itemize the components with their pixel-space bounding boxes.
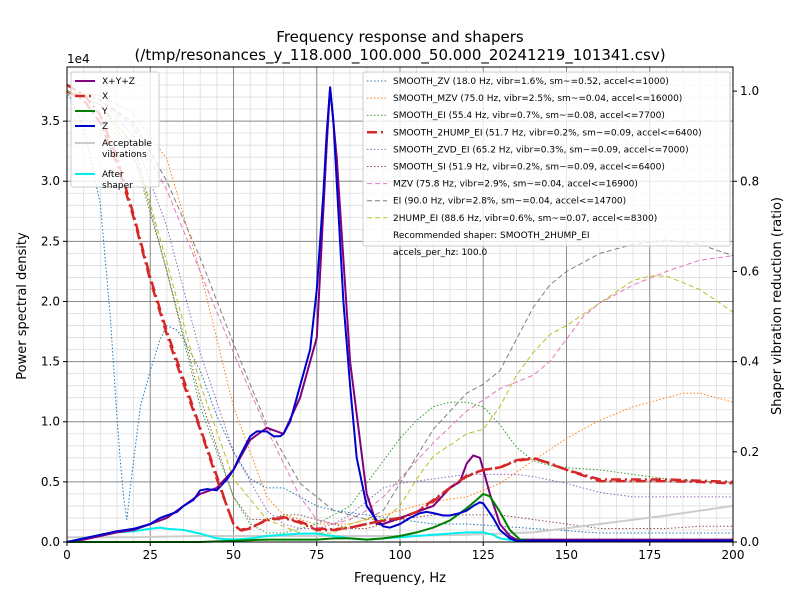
- legend-left-box: [70, 71, 160, 188]
- legend-right-label: SMOOTH_ZVD_EI (65.2 Hz, vibr=0.3%, sm~=0…: [393, 145, 689, 155]
- y-axis-ticks: 0.0 0.5 1.0 1.5 2.0 2.5 3.0 3.5: [41, 114, 67, 549]
- shaper-line-7: [66, 90, 734, 520]
- legend-right-box: [362, 71, 731, 247]
- legend-left-label-line: Acceptable: [102, 139, 152, 149]
- x-tick-label: 125: [472, 548, 495, 562]
- legend-right-label: SMOOTH_ZV (18.0 Hz, vibr=1.6%, sm~=0.52,…: [393, 77, 669, 87]
- legend-right-label: EI (90.0 Hz, vibr=2.8%, sm~=0.04, accel<…: [393, 197, 626, 207]
- y2-tick-label: 0.6: [740, 264, 759, 278]
- legend-left: X+Y+Z XYZ Acceptable vibrations After shaper: [70, 71, 160, 191]
- shaper-line-8: [66, 90, 734, 534]
- legend-right-label: SMOOTH_EI (55.4 Hz, vibr=0.7%, sm~=0.08,…: [393, 111, 665, 121]
- chart-title: Frequency response and shapers: [276, 28, 524, 46]
- x-tick-label: 50: [226, 548, 241, 562]
- y2-tick-label: 0.0: [740, 535, 759, 549]
- x-tick-label: 75: [309, 548, 324, 562]
- psd-line-3: [66, 86, 733, 543]
- y2-axis-ticks: 0.0 0.2 0.4 0.6 0.8 1.0: [733, 84, 759, 549]
- chart-subtitle: (/tmp/resonances_y_118.000_100.000_50.00…: [134, 46, 665, 65]
- legend-left-label: Acceptable vibrations: [102, 139, 152, 160]
- y-tick-label: 3.5: [41, 114, 60, 128]
- legend-left-label: Z: [102, 122, 108, 132]
- psd-line-5: [66, 526, 733, 543]
- x-axis-label: Frequency, Hz: [354, 571, 446, 586]
- legend-right-note: accels_per_hz: 100.0: [393, 248, 487, 258]
- y-tick-label: 2.0: [41, 294, 60, 308]
- x-axis-ticks: 0 25 50 75 100 125 150 175 200: [63, 542, 744, 562]
- shaper-line-6: [66, 90, 734, 525]
- y-tick-label: 0.5: [41, 475, 60, 489]
- legend-right-label: 2HUMP_EI (88.6 Hz, vibr=0.6%, sm~=0.07, …: [393, 214, 657, 224]
- legend-left-label: After shaper: [102, 170, 133, 191]
- y-tick-label: 1.5: [41, 355, 60, 369]
- psd-line-1: [66, 83, 734, 532]
- y-axis-label: Power spectral density: [15, 232, 30, 380]
- legend-right-note: Recommended shaper: SMOOTH_2HUMP_EI: [393, 231, 590, 241]
- x-tick-label: 0: [63, 548, 71, 562]
- shaper-line-5: [66, 90, 733, 529]
- legend-right-label: SMOOTH_2HUMP_EI (51.7 Hz, vibr=0.2%, sm~…: [393, 128, 702, 138]
- x-tick-label: 175: [638, 548, 661, 562]
- y2-tick-label: 1.0: [740, 84, 759, 98]
- y-tick-label: 3.0: [41, 174, 60, 188]
- legend-left-label: Y: [101, 107, 108, 117]
- y2-tick-label: 0.2: [740, 445, 759, 459]
- shaper-line-0: [66, 90, 733, 534]
- y-tick-label: 0.0: [41, 535, 60, 549]
- legend-left-label-line: After: [102, 170, 124, 180]
- legend-left-label-line: shaper: [102, 181, 133, 191]
- y-tick-label: 1.0: [41, 415, 60, 429]
- legend-right-label: SMOOTH_MZV (75.0 Hz, vibr=2.5%, sm~=0.04…: [393, 94, 682, 104]
- y2-tick-label: 0.4: [740, 355, 759, 369]
- legend-left-label-line: vibrations: [102, 150, 147, 160]
- y-multiplier-label: 1e4: [67, 52, 90, 66]
- x-tick-label: 100: [389, 548, 412, 562]
- legend-right-label: SMOOTH_SI (51.9 Hz, vibr=0.2%, sm~=0.09,…: [393, 163, 665, 173]
- x-tick-label: 25: [143, 548, 158, 562]
- legend-left-label: X: [102, 92, 108, 102]
- legend-right-label: MZV (75.8 Hz, vibr=2.9%, sm~=0.04, accel…: [393, 180, 638, 190]
- shaper-line-4: [66, 90, 733, 529]
- legend-right: SMOOTH_ZV (18.0 Hz, vibr=1.6%, sm~=0.52,…: [362, 71, 731, 258]
- y2-tick-label: 0.8: [740, 174, 759, 188]
- x-tick-label: 200: [722, 548, 745, 562]
- legend-left-label: X+Y+Z: [102, 77, 135, 87]
- y-tick-label: 2.5: [41, 234, 60, 248]
- y2-axis-label: Shaper vibration reduction (ratio): [770, 197, 785, 415]
- shaper-lines: [66, 89, 734, 534]
- x-tick-label: 150: [555, 548, 578, 562]
